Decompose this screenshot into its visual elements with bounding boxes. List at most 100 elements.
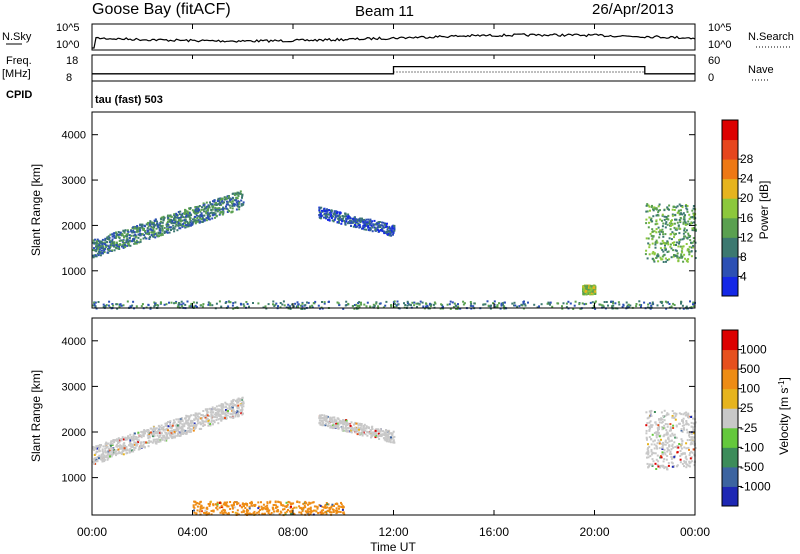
- velocity-point: [244, 513, 247, 516]
- velocity-point: [209, 422, 212, 425]
- power-point: [231, 200, 234, 203]
- power-point: [694, 257, 697, 259]
- velocity-point: [158, 440, 161, 443]
- power-point: [590, 287, 593, 290]
- power-point: [283, 304, 286, 307]
- velocity-point: [92, 461, 95, 463]
- velocity-point: [683, 446, 686, 449]
- power-point: [582, 293, 585, 296]
- power-point: [473, 302, 476, 305]
- power-point: [672, 232, 675, 235]
- velocity-point: [380, 433, 383, 436]
- velocity-point: [219, 404, 222, 407]
- velocity-point: [358, 433, 361, 436]
- power-point: [430, 303, 433, 306]
- power-point: [301, 305, 304, 308]
- velocity-point: [325, 506, 328, 509]
- power-point: [216, 200, 219, 203]
- power-point: [347, 220, 350, 223]
- power-point: [664, 300, 667, 303]
- velocity-point: [152, 427, 155, 430]
- ytick-label: 4000: [62, 130, 86, 142]
- power-point: [663, 247, 666, 249]
- power-point: [448, 303, 451, 306]
- velocity-point: [660, 411, 663, 414]
- power-point: [344, 213, 347, 216]
- velocity-point: [669, 428, 672, 431]
- velocity-point: [163, 428, 166, 431]
- power-point: [98, 243, 101, 246]
- velocity-point: [319, 504, 322, 507]
- power-point: [677, 260, 680, 263]
- velocity-point: [332, 423, 335, 426]
- power-point: [625, 301, 628, 304]
- velocity-point: [657, 424, 660, 427]
- velocity-point: [158, 429, 160, 432]
- velocity-point: [685, 411, 688, 414]
- velocity-point: [179, 418, 182, 421]
- velocity-point: [105, 446, 108, 449]
- power-point: [96, 240, 98, 243]
- power-point: [693, 240, 696, 243]
- velocity-point: [674, 436, 677, 439]
- power-point: [339, 211, 342, 214]
- power-point: [692, 207, 695, 210]
- velocity-point: [335, 423, 338, 426]
- velocity-point: [187, 419, 189, 422]
- power-point: [503, 307, 506, 310]
- velocity-point: [164, 439, 167, 442]
- velocity-point: [661, 453, 664, 456]
- velocity-point: [254, 513, 257, 516]
- power-point: [679, 245, 682, 248]
- velocity-point: [102, 453, 105, 456]
- colorbar-frame: [721, 329, 739, 507]
- velocity-point: [647, 453, 650, 456]
- power-point: [216, 203, 219, 206]
- velocity-point: [112, 453, 114, 456]
- velocity-point: [663, 434, 666, 437]
- power-point: [122, 239, 125, 242]
- power-point: [419, 300, 422, 303]
- power-point: [651, 242, 654, 245]
- power-point: [646, 203, 649, 206]
- power-point: [133, 231, 136, 234]
- freq-panel: Freq. [MHz] CPID 18 8 60 0 Nave tau (fas…: [2, 54, 774, 108]
- velocity-point: [206, 413, 209, 415]
- power-point: [135, 239, 138, 242]
- velocity-point: [651, 433, 654, 436]
- power-point: [159, 220, 162, 223]
- velocity-point: [183, 422, 186, 425]
- velocity-point: [232, 402, 235, 405]
- power-point: [151, 222, 154, 225]
- velocity-point: [682, 417, 685, 420]
- velocity-point: [240, 401, 243, 404]
- velocity-point: [203, 511, 205, 514]
- velocity-point: [389, 432, 392, 435]
- velocity-point: [307, 511, 309, 514]
- power-point: [690, 306, 693, 309]
- power-point: [335, 212, 338, 215]
- power-point: [207, 205, 210, 208]
- power-point: [148, 231, 151, 234]
- velocity-point: [237, 398, 240, 401]
- power-point: [680, 209, 682, 212]
- velocity-point: [320, 513, 323, 515]
- power-point: [328, 209, 331, 212]
- velocity-point: [171, 424, 174, 427]
- velocity-point: [98, 450, 101, 453]
- velocity-point: [656, 433, 658, 436]
- power-point: [656, 253, 659, 256]
- power-point: [162, 219, 165, 222]
- ytick-label: 3000: [62, 381, 86, 393]
- velocity-point: [232, 407, 234, 410]
- velocity-point: [387, 433, 390, 436]
- power-point: [656, 304, 659, 307]
- power-point: [146, 232, 149, 235]
- power-point: [138, 234, 141, 237]
- velocity-point: [329, 424, 332, 427]
- velocity-point: [117, 437, 120, 440]
- velocity-point: [159, 434, 162, 437]
- power-point: [111, 303, 114, 305]
- velocity-point: [320, 417, 323, 420]
- power-point: [160, 216, 163, 219]
